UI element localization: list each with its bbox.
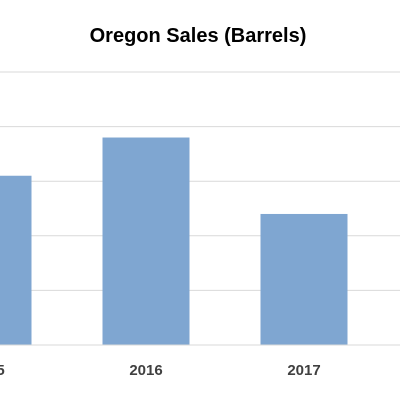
bar-2015 — [0, 175, 32, 345]
bar-2017 — [260, 213, 348, 345]
chart-title: Oregon Sales (Barrels) — [90, 25, 307, 47]
x-tick-label-2015: 2015 — [0, 362, 5, 379]
x-tick-label-2017: 2017 — [287, 362, 320, 379]
bar-2016 — [102, 137, 190, 345]
bars — [0, 137, 348, 345]
x-tick-labels: 2015 2016 2017 — [0, 362, 321, 379]
x-tick-label-2016: 2016 — [129, 362, 162, 379]
